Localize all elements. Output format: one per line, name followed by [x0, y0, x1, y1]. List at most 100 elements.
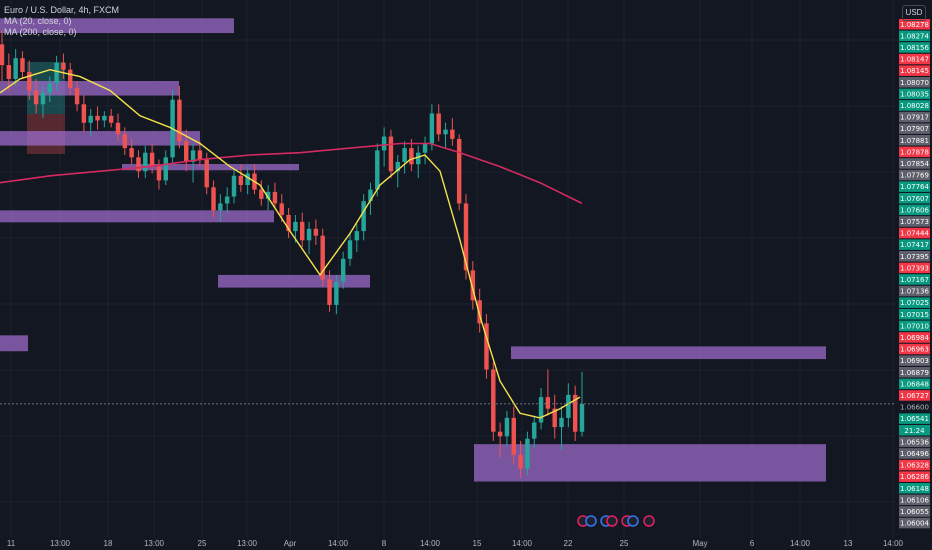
- zone-1[interactable]: [0, 81, 179, 96]
- candle-body-43: [293, 221, 298, 232]
- event-flag-icon-1[interactable]: [585, 515, 597, 527]
- price-label-28: 1.06963: [900, 346, 929, 354]
- price-label-bg-30: [899, 367, 930, 378]
- price-label-bg-1: [899, 30, 930, 42]
- price-label-bg-24: [899, 297, 930, 308]
- candle-body-78: [532, 422, 537, 439]
- candle-body-79: [538, 397, 544, 423]
- currency-button[interactable]: USD: [902, 5, 926, 21]
- candle-body-56: [381, 136, 387, 151]
- time-label-10: 15: [473, 539, 482, 548]
- candle-body-18: [122, 134, 128, 149]
- candle-body-33: [224, 196, 230, 204]
- candle-body-22: [149, 152, 155, 167]
- time-label-6: Apr: [284, 539, 297, 548]
- time-label-0: 11: [7, 539, 16, 548]
- zone-4[interactable]: [0, 210, 274, 223]
- candle-body-40: [272, 191, 278, 204]
- candle-body-10: [68, 69, 73, 89]
- zone-0[interactable]: [0, 18, 234, 34]
- candle-body-41: [279, 203, 284, 215]
- candle-body-65: [443, 129, 448, 135]
- zone-3[interactable]: [122, 164, 299, 171]
- candle-body-60: [409, 148, 414, 165]
- time-label-2: 18: [104, 539, 113, 548]
- time-label-16: 14:00: [790, 539, 811, 548]
- price-label-bg-41: [899, 494, 930, 506]
- zone-6[interactable]: [0, 335, 28, 352]
- price-label-bg-29: [899, 355, 930, 366]
- price-label-bg-26: [899, 320, 930, 332]
- candle-body-5: [33, 90, 39, 105]
- event-flag-icon-3[interactable]: [606, 515, 618, 527]
- price-label-36: 1.06536: [900, 438, 929, 446]
- price-axis[interactable]: 1.08278 1.08274 1.08156 1.08147 1.08145 1.080…: [896, 0, 932, 550]
- ma200-legend[interactable]: MA (200, close, 0): [4, 27, 77, 37]
- price-label-10: 1.07881: [900, 137, 929, 145]
- price-label-bg-25: [899, 309, 930, 320]
- candle-body-44: [300, 221, 305, 241]
- price-label-33: 1.06600: [900, 404, 929, 412]
- price-label-bg-28: [899, 343, 930, 355]
- zone-8[interactable]: [474, 444, 826, 482]
- time-label-7: 14:00: [328, 539, 349, 548]
- price-label-bg-35: [899, 425, 930, 436]
- candle-body-19: [129, 148, 134, 158]
- price-label-bg-8: [899, 111, 930, 123]
- candle-body-62: [422, 143, 428, 153]
- price-label-bg-37: [899, 448, 930, 459]
- zones: [0, 18, 826, 482]
- candle-body-80: [545, 397, 551, 409]
- candle-body-27: [184, 141, 189, 162]
- candles: [0, 30, 585, 478]
- event-flag-icon-6[interactable]: [643, 515, 655, 527]
- candle-body-8: [54, 62, 59, 84]
- candle-body-59: [402, 148, 407, 162]
- candle-body-11: [74, 88, 80, 105]
- candle-body-51: [347, 240, 353, 259]
- price-label-43: 1.06004: [900, 520, 929, 528]
- symbol-title[interactable]: Euro / U.S. Dollar, 4h, FXCM: [4, 5, 120, 15]
- price-label-bg-16: [899, 204, 930, 216]
- price-label-41: 1.06106: [900, 496, 929, 504]
- chart-legend: Euro / U.S. Dollar, 4h, FXCM MA (20, clo…: [4, 5, 119, 38]
- time-label-17: 13: [844, 539, 853, 548]
- price-label-32: 1.06727: [900, 392, 929, 400]
- price-label-38: 1.06328: [900, 462, 929, 470]
- price-label-23: 1.07136: [900, 288, 929, 296]
- candle-body-16: [108, 115, 114, 123]
- candle-body-23: [156, 166, 162, 181]
- price-label-bg-11: [899, 146, 930, 158]
- price-label-bg-13: [899, 169, 930, 181]
- price-label-12: 1.07854: [900, 160, 929, 168]
- price-label-bg-33: [899, 401, 930, 413]
- candle-body-49: [334, 281, 339, 305]
- time-axis[interactable]: 11 13:00 18 13:00 25 13:00 Apr 14:00 8 14:00 15 14:…: [0, 538, 904, 550]
- economic-events[interactable]: [577, 515, 655, 527]
- price-label-39: 1.06286: [900, 473, 929, 481]
- ma20-legend[interactable]: MA (20, close, 0): [4, 16, 72, 26]
- candle-body-71: [484, 323, 489, 370]
- candle-body-52: [354, 231, 360, 241]
- candle-body-24: [163, 157, 168, 181]
- price-label-bg-31: [899, 378, 930, 390]
- zone-5[interactable]: [218, 274, 370, 288]
- time-axis-bg: [0, 538, 896, 550]
- event-flag-icon-5[interactable]: [627, 515, 639, 527]
- price-label-bg-6: [899, 88, 930, 100]
- candle-body-28: [190, 150, 196, 162]
- candle-body-14: [95, 115, 100, 121]
- candle-body-42: [286, 214, 291, 232]
- price-label-8: 1.07917: [900, 114, 929, 122]
- zone-7[interactable]: [511, 346, 826, 360]
- zone-2[interactable]: [0, 131, 200, 146]
- candle-body-45: [306, 228, 312, 241]
- time-label-13: 25: [620, 539, 629, 548]
- candle-body-70: [477, 300, 482, 324]
- price-label-bg-22: [899, 274, 930, 285]
- candle-body-72: [491, 369, 496, 432]
- price-label-bg-10: [899, 135, 930, 146]
- price-label-bg-21: [899, 262, 930, 274]
- price-label-bg-32: [899, 390, 930, 401]
